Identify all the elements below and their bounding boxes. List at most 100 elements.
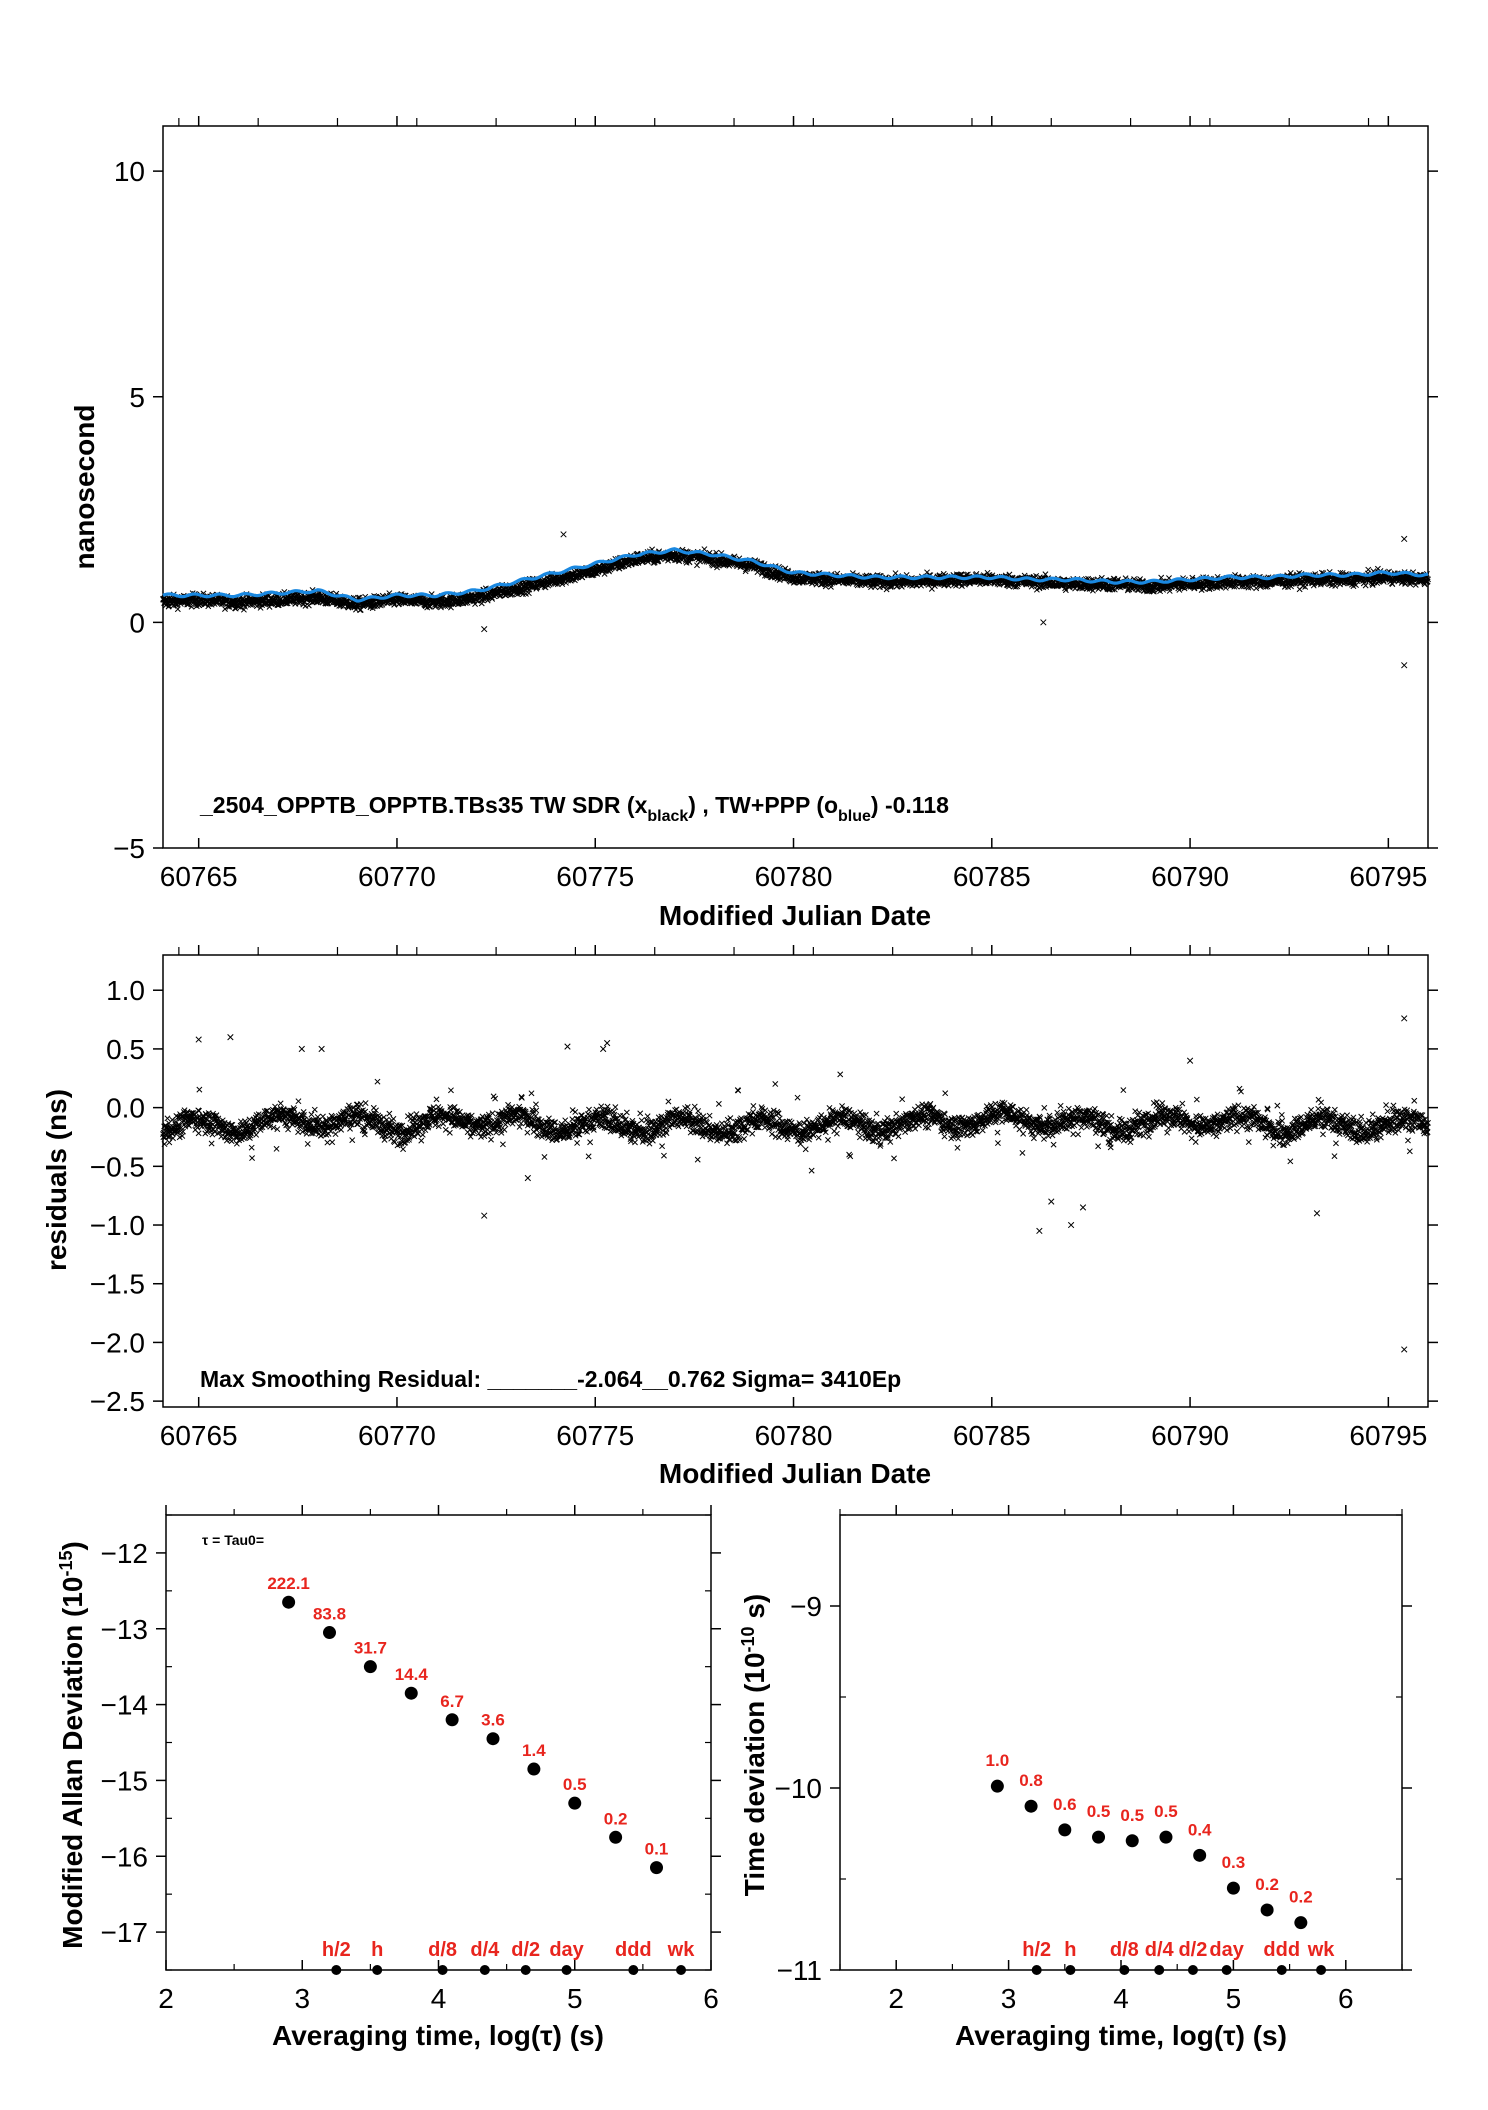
residual-cross <box>692 1104 697 1109</box>
data-point-cross <box>694 563 699 568</box>
x-tick-label: 60775 <box>556 1420 634 1451</box>
residual-cross <box>419 1138 424 1143</box>
data-point-outlier <box>1401 662 1407 668</box>
residual-cross <box>661 1153 666 1158</box>
residual-cross <box>363 1100 368 1105</box>
residual-cross <box>391 1116 396 1121</box>
residual-cross <box>586 1154 591 1159</box>
data-point-cross <box>1366 567 1371 572</box>
y-tick-label: 0 <box>129 607 145 638</box>
residual-cross <box>493 1096 498 1101</box>
series-black-crosses <box>160 532 1430 668</box>
x-tick-label: 60785 <box>953 861 1031 892</box>
residual-cross <box>695 1108 700 1113</box>
residual-cross <box>375 1079 380 1084</box>
residual-cross <box>434 1097 439 1102</box>
residual-cross <box>210 1132 215 1137</box>
residual-cross <box>312 1107 317 1112</box>
plot-frame <box>163 955 1428 1407</box>
residual-cross <box>330 1140 335 1145</box>
y-tick-label: 5 <box>129 382 145 413</box>
x-tick-label: 60775 <box>556 861 634 892</box>
y-axis-title: nanosecond <box>69 405 100 570</box>
y-tick-label: −5 <box>113 833 145 864</box>
residual-cross <box>278 1101 283 1106</box>
residual-cross <box>229 1139 234 1144</box>
y-tick-labels: −2.5−2.0−1.5−1.0−0.50.00.51.0 <box>90 975 145 1417</box>
residual-cross <box>542 1154 547 1159</box>
data-point-outlier <box>561 532 567 538</box>
residual-cross <box>296 1099 301 1104</box>
data-point-cross <box>1363 583 1368 588</box>
residual-cross <box>632 1140 637 1145</box>
y-tick-label: 10 <box>114 156 145 187</box>
residual-cross <box>659 1144 664 1149</box>
x-tick-label: 60795 <box>1349 1420 1427 1451</box>
x-tick-labels: 60765 60770 60775 60780 60785 60790 60795 <box>160 861 1428 892</box>
residual-cross <box>502 1127 507 1132</box>
residual-cross <box>249 1155 254 1160</box>
residual-cross <box>645 1114 650 1119</box>
residual-cross <box>400 1147 405 1152</box>
series-annotation: _2504_OPPTB_OPPTB.TBs35 TW SDR (xblack) … <box>199 792 949 825</box>
residual-cross <box>666 1099 671 1104</box>
residual-cross <box>254 1132 259 1137</box>
residual-cross <box>309 1112 314 1117</box>
grid-ticks <box>153 116 1438 848</box>
residual-cross <box>274 1146 279 1151</box>
x-tick-label: 60770 <box>358 1420 436 1451</box>
residual-cross <box>350 1138 355 1143</box>
plot-frame <box>163 126 1428 848</box>
residual-cross <box>249 1145 254 1150</box>
x-tick-label: 60785 <box>953 1420 1031 1451</box>
x-tick-label: 60765 <box>160 861 238 892</box>
residual-cross <box>165 1116 170 1121</box>
grid-ticks <box>153 945 1438 1407</box>
y-tick-label: 1.0 <box>106 975 145 1006</box>
residual-cross <box>488 1137 493 1142</box>
y-tick-label: −1.0 <box>90 1210 145 1241</box>
residual-cross <box>325 1140 330 1145</box>
x-tick-label: 60790 <box>1151 1420 1229 1451</box>
residual-cross <box>695 1157 700 1162</box>
residual-cross <box>500 1142 505 1147</box>
residual-cross <box>639 1118 644 1123</box>
residual-cross <box>529 1091 534 1096</box>
residual-cross <box>197 1087 202 1092</box>
residual-cross <box>347 1126 352 1131</box>
x-tick-label: 60780 <box>755 861 833 892</box>
x-tick-label: 60780 <box>755 1420 833 1451</box>
x-tick-labels: 60765 60770 60775 60780 60785 60790 60795 <box>160 1420 1428 1451</box>
x-tick-label: 60765 <box>160 1420 238 1451</box>
residual-cross <box>525 1130 530 1135</box>
y-tick-label: −0.5 <box>90 1151 145 1182</box>
data-point-outlier <box>481 626 487 632</box>
residual-cross <box>533 1102 538 1107</box>
residual-cross <box>570 1107 575 1112</box>
x-axis-title: Modified Julian Date <box>659 900 931 931</box>
y-tick-label: 0.5 <box>106 1034 145 1065</box>
residual-cross <box>573 1109 578 1114</box>
y-tick-label: −1.5 <box>90 1269 145 1300</box>
x-tick-label: 60770 <box>358 861 436 892</box>
residual-cross <box>586 1107 591 1112</box>
residual-cross <box>624 1110 629 1115</box>
residual-cross <box>563 1118 568 1123</box>
residual-cross <box>333 1131 338 1136</box>
y-tick-label: 0.0 <box>106 1093 145 1124</box>
residual-cross <box>575 1140 580 1145</box>
residual-cross <box>420 1132 425 1137</box>
series-residual-crosses <box>160 1016 1430 1353</box>
y-tick-labels: −5 0 5 10 <box>113 156 145 864</box>
residual-cross <box>387 1111 392 1116</box>
data-point-outlier <box>1401 536 1407 542</box>
x-tick-label: 60795 <box>1349 861 1427 892</box>
time-series-panel: 60765 60770 60775 60780 60785 60790 60795 −5 0 5… <box>69 116 1438 931</box>
residual-cross <box>339 1127 344 1132</box>
residual-cross <box>196 1131 201 1136</box>
residual-cross <box>209 1141 214 1146</box>
x-tick-label: 60790 <box>1151 861 1229 892</box>
